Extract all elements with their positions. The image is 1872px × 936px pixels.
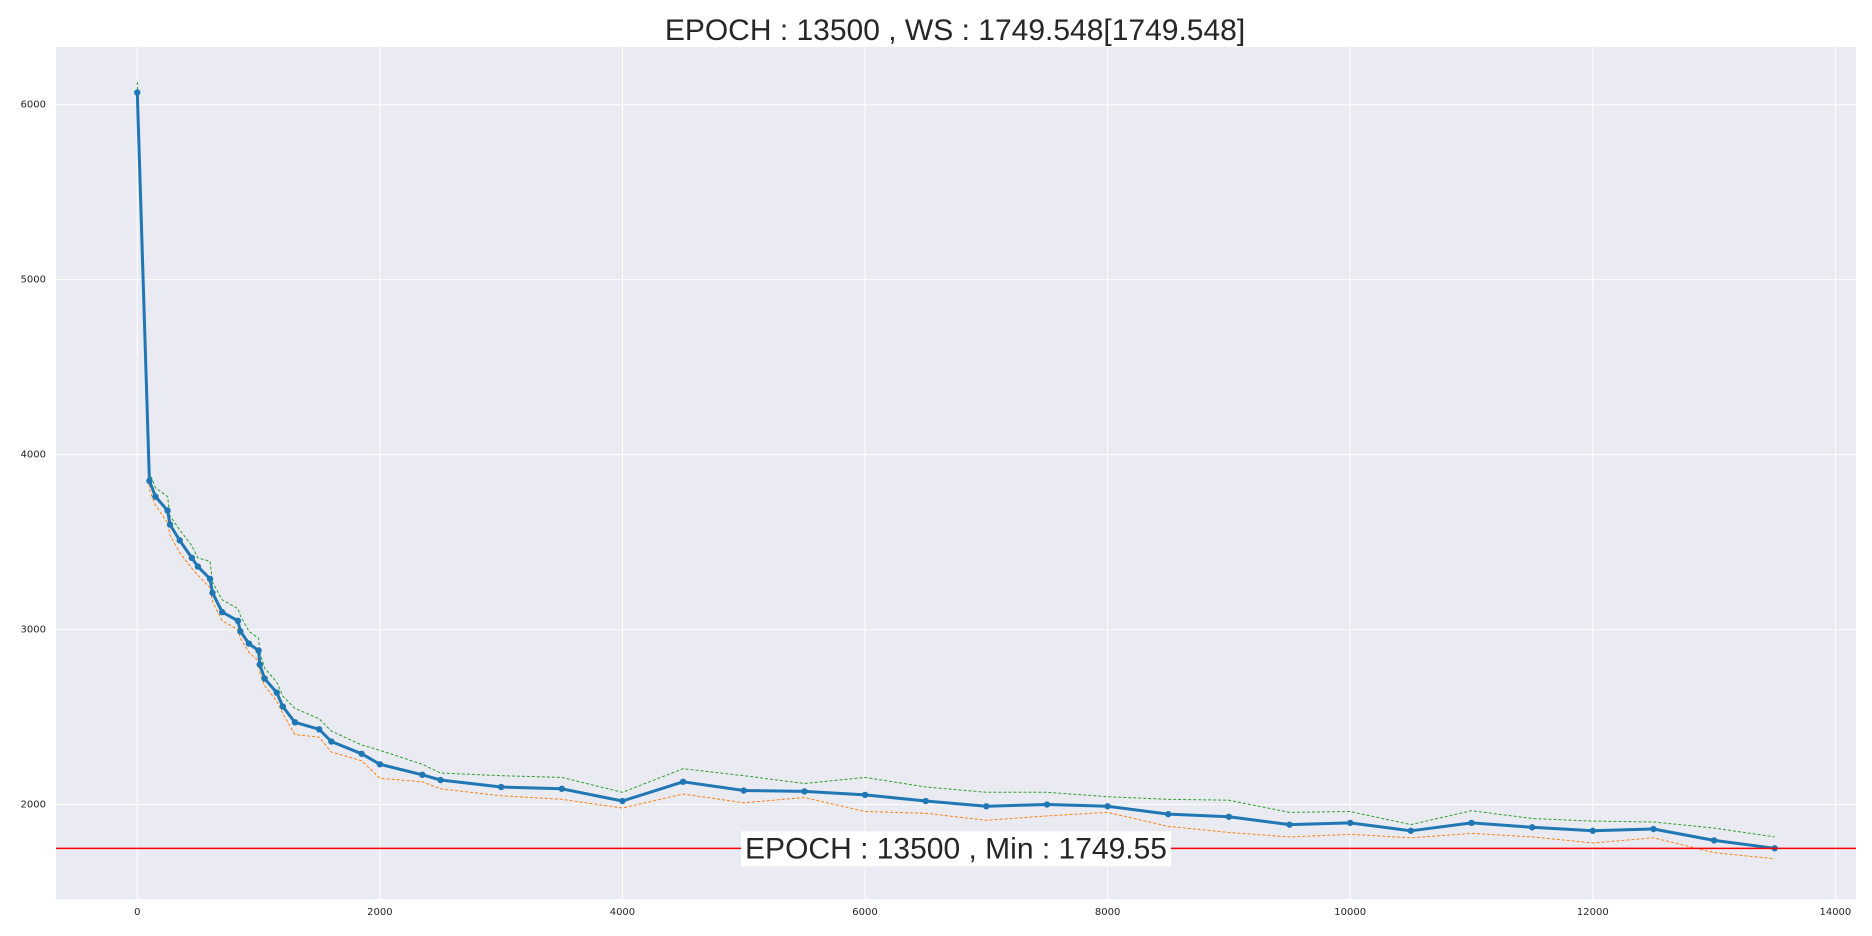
data-point	[256, 661, 263, 668]
data-point	[1407, 827, 1415, 834]
x-tick-label: 12000	[1577, 907, 1609, 918]
data-point	[1104, 803, 1111, 810]
x-tick-label: 0	[134, 907, 140, 918]
data-point	[740, 787, 747, 794]
data-point	[619, 797, 626, 805]
data-point	[188, 554, 196, 562]
data-point	[1468, 819, 1475, 827]
data-point	[1043, 801, 1051, 808]
x-tick-label: 8000	[1095, 907, 1120, 918]
x-tick-label: 2000	[367, 907, 392, 918]
x-tick-label: 4000	[610, 907, 635, 918]
data-point	[255, 647, 262, 654]
y-tick-label: 5000	[21, 275, 46, 286]
data-point	[1589, 827, 1596, 834]
data-point	[194, 563, 202, 570]
data-point	[1165, 810, 1172, 818]
x-axis-ticks: 0 2000 4000 6000 8000 10000 12000 14000	[134, 907, 1851, 918]
data-point	[1528, 824, 1536, 831]
upper-bound-line	[136, 81, 1775, 838]
x-tick-label: 6000	[852, 907, 877, 918]
data-point	[234, 617, 242, 625]
data-point	[146, 477, 153, 485]
data-point	[983, 803, 990, 810]
series-layer	[134, 81, 1778, 860]
data-point	[1225, 813, 1233, 820]
data-point	[1347, 819, 1354, 827]
data-point	[497, 783, 505, 791]
data-point	[328, 738, 335, 745]
y-tick-label: 3000	[21, 625, 46, 636]
data-point	[1650, 825, 1657, 833]
data-point	[218, 608, 226, 616]
y-tick-label: 2000	[21, 800, 46, 811]
data-point	[1286, 821, 1293, 828]
data-point	[134, 89, 141, 96]
min-annotation: EPOCH : 13500 , Min : 1749.55	[741, 831, 1171, 867]
data-point	[679, 778, 687, 785]
data-point	[237, 628, 244, 635]
data-point	[279, 703, 287, 710]
data-point	[166, 521, 174, 528]
data-point	[273, 689, 280, 696]
data-point	[801, 788, 808, 795]
data-point	[861, 791, 869, 799]
x-tick-label: 10000	[1334, 907, 1366, 918]
data-point	[376, 761, 384, 768]
data-point	[245, 640, 253, 647]
annotation-box	[741, 831, 1171, 867]
data-point	[1710, 837, 1718, 844]
data-point	[419, 771, 426, 778]
y-axis-ticks: 2000 3000 4000 5000 6000	[21, 100, 46, 811]
data-point	[164, 507, 171, 514]
data-point	[176, 537, 183, 544]
annotation-text: EPOCH : 13500 , Min : 1749.55	[745, 832, 1167, 865]
lower-bound-line	[136, 99, 1775, 860]
plot-area	[56, 47, 1856, 899]
chart-title: EPOCH : 13500 , WS : 1749.548[1749.548]	[665, 14, 1245, 47]
data-point	[922, 797, 929, 805]
data-point	[316, 726, 323, 733]
data-point	[261, 675, 268, 682]
y-tick-label: 6000	[21, 100, 46, 111]
x-tick-label: 14000	[1819, 907, 1851, 918]
data-point	[206, 575, 214, 583]
data-point	[358, 750, 365, 757]
data-point	[209, 589, 216, 597]
data-point	[291, 719, 299, 726]
data-point	[558, 785, 565, 792]
y-tick-label: 4000	[21, 450, 46, 461]
data-point	[437, 776, 444, 784]
data-point	[152, 493, 159, 500]
